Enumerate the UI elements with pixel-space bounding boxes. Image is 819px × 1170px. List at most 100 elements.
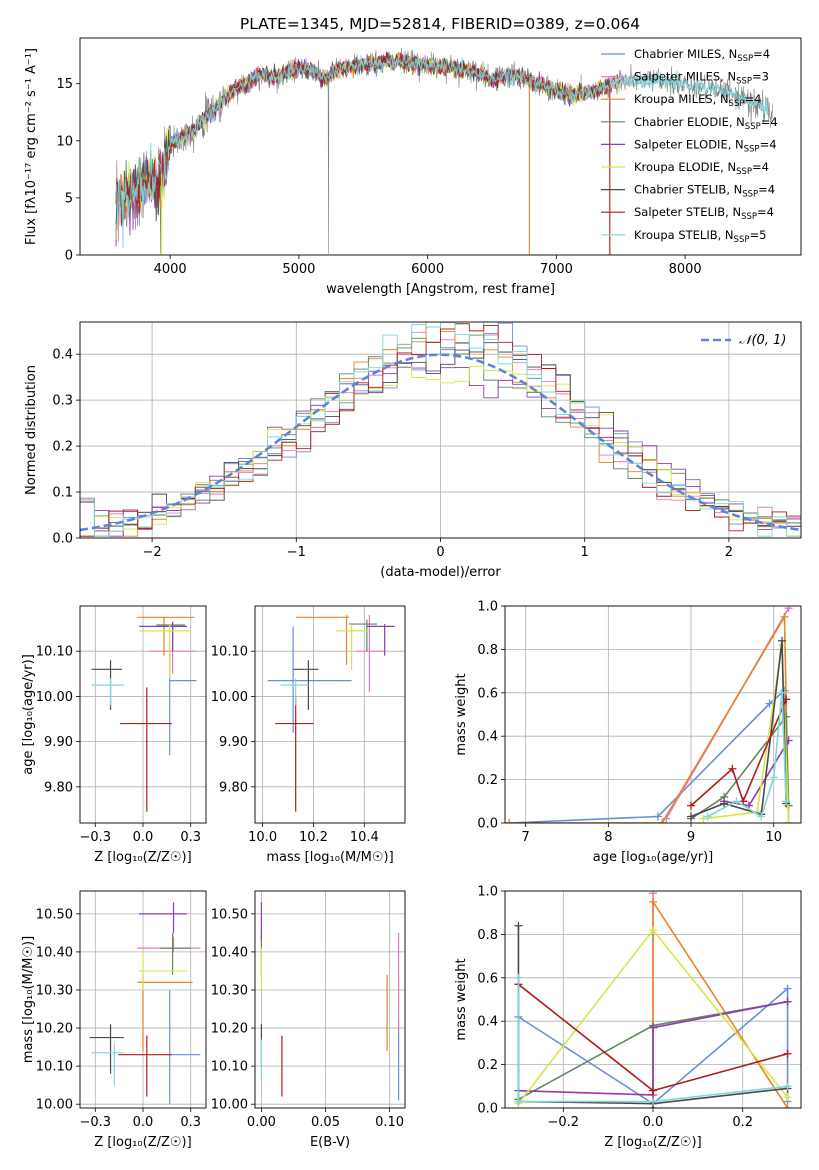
weight-series-line: [690, 698, 787, 807]
y-tick-label: 10.00: [36, 1098, 73, 1113]
y-tick-label: 0.2: [477, 1058, 498, 1073]
weight-series-line: [690, 714, 790, 820]
y-tick-label: 9.80: [219, 780, 248, 795]
data-point-marker: [699, 814, 708, 823]
y-axis-label: Flux [fλ10⁻¹⁷ erg cm⁻² s⁻¹ A⁻¹]: [24, 48, 39, 245]
x-axis-label: Z [log₁₀(Z/Z☉)]: [94, 1135, 191, 1150]
data-point-marker: [649, 1086, 657, 1095]
y-axis-label: age [log₁₀(age/yr)]: [21, 654, 36, 775]
x-tick-label: −1: [287, 545, 306, 560]
y-tick-label: 15: [56, 77, 73, 92]
model-spectrum: [609, 70, 770, 116]
y-tick-label: 10.40: [211, 945, 248, 960]
data-point-marker: [782, 797, 791, 806]
x-tick-label: 6000: [411, 262, 444, 277]
x-tick-label: 7: [522, 830, 530, 845]
axes-frame: [254, 605, 406, 824]
data-point-marker: [783, 1082, 792, 1091]
histogram-series: [80, 322, 801, 532]
plot-area: [505, 606, 793, 823]
x-tick-label: −0.2: [548, 1115, 580, 1130]
axes-frame: [79, 321, 802, 539]
histogram-series: [80, 342, 801, 529]
figure-title: PLATE=1345, MJD=52814, FIBERID=0389, z=0…: [240, 15, 640, 33]
legend-entry: Chabrier MILES, NSSP=4: [634, 47, 770, 64]
mass-vs-metallicity-panel: −0.3 0.0 0.3 10.00 10.10 10.20 10.30 10.40 10.50…: [21, 890, 207, 1150]
y-tick-label: 10.10: [211, 1060, 248, 1075]
y-tick-label: 10.00: [36, 690, 73, 705]
data-point-marker: [780, 612, 789, 621]
data-point-marker: [649, 1023, 657, 1032]
x-axis-label: age [log₁₀(age/yr)]: [593, 850, 714, 865]
y-tick-label: 10.20: [211, 1022, 248, 1037]
weight-vs-age-panel: 7 8 9 10 0.0 0.2 0.4 0.6 0.8 1.0 age [log₁₀(age/yr…: [454, 600, 802, 865]
y-axis-label: mass [log₁₀(M/M☉)]: [21, 936, 36, 1063]
y-tick-label: 10.50: [211, 907, 248, 922]
y-tick-label: 0.0: [477, 1102, 498, 1117]
plot-area: [91, 616, 197, 812]
legend-entry: Chabrier ELODIE, NSSP=4: [634, 115, 778, 132]
x-axis-label: (data-model)/error: [380, 565, 501, 580]
legend-entry: Chabrier STELIB, NSSP=4: [634, 183, 775, 200]
x-tick-label: 0.0: [643, 1115, 664, 1130]
legend-entry: Kroupa MILES, NSSP=4: [634, 92, 761, 109]
data-point-marker: [784, 819, 793, 823]
y-axis-label: Normed distribution: [24, 365, 39, 495]
weight-series-line: [518, 986, 789, 1105]
data-point-marker: [649, 891, 657, 898]
data-point-marker: [687, 801, 696, 810]
y-tick-label: 10.00: [211, 1098, 248, 1113]
y-tick-label: 0.2: [477, 773, 498, 788]
x-tick-label: 8: [604, 830, 612, 845]
data-point-marker: [765, 699, 774, 708]
y-axis-label: mass weight: [454, 673, 469, 755]
plot-area: [115, 47, 773, 255]
legend-entry: Kroupa ELODIE, NSSP=4: [634, 160, 769, 177]
weight-series-line: [517, 977, 788, 1103]
legend-entry: 𝒩(0, 1): [739, 333, 786, 348]
y-tick-label: 0.8: [477, 643, 498, 658]
y-tick-label: 1.0: [477, 885, 498, 900]
model-spectrum: [115, 54, 621, 249]
data-point-marker: [653, 812, 662, 821]
data-point-marker: [783, 997, 792, 1006]
y-tick-label: 9.90: [219, 735, 248, 750]
x-tick-label: 4000: [154, 262, 187, 277]
legend-entry: Salpeter STELIB, NSSP=4: [634, 205, 774, 222]
age-vs-mass-panel: 10.0 10.2 10.4 9.80 9.90 10.00 10.10 mass [log₁…: [211, 605, 406, 865]
x-tick-label: 10: [765, 830, 782, 845]
x-tick-label: 0.2: [732, 1115, 753, 1130]
x-tick-label: 9: [687, 830, 695, 845]
x-axis-label: Z [log₁₀(Z/Z☉)]: [94, 850, 191, 865]
x-tick-label: 0.0: [133, 830, 154, 845]
data-point-marker: [777, 636, 786, 645]
x-tick-label: 5000: [282, 262, 315, 277]
x-tick-label: −0.3: [79, 1115, 111, 1130]
histogram-series: [80, 334, 801, 537]
residual-histogram-panel: −2 −1 0 1 2 0.0 0.1 0.2 0.3 0.4 (data-model)/error…: [24, 321, 802, 580]
x-axis-label: mass [log₁₀(M/M☉)]: [266, 850, 393, 865]
data-point-marker: [769, 773, 778, 782]
data-point-marker: [505, 819, 514, 823]
data-point-marker: [732, 797, 741, 806]
x-tick-label: 0.0: [133, 1115, 154, 1130]
x-tick-label: 0.10: [375, 1115, 404, 1130]
y-tick-label: 0.4: [477, 730, 498, 745]
y-tick-label: 0.4: [52, 348, 73, 363]
data-point-marker: [514, 973, 523, 982]
data-point-marker: [703, 812, 712, 821]
y-tick-label: 10.10: [36, 1060, 73, 1075]
plot-area: [80, 322, 801, 537]
y-tick-label: 10.00: [211, 690, 248, 705]
data-point-marker: [687, 812, 696, 821]
x-tick-label: 8000: [669, 262, 702, 277]
weight-series-line: [707, 692, 787, 818]
data-point-marker: [783, 1049, 792, 1058]
y-tick-label: 0: [65, 249, 73, 264]
y-tick-label: 10.10: [211, 645, 248, 660]
x-tick-label: 0: [436, 545, 444, 560]
y-tick-label: 0.2: [52, 440, 73, 455]
histogram-series: [80, 366, 801, 537]
axes-frame: [504, 890, 802, 1109]
